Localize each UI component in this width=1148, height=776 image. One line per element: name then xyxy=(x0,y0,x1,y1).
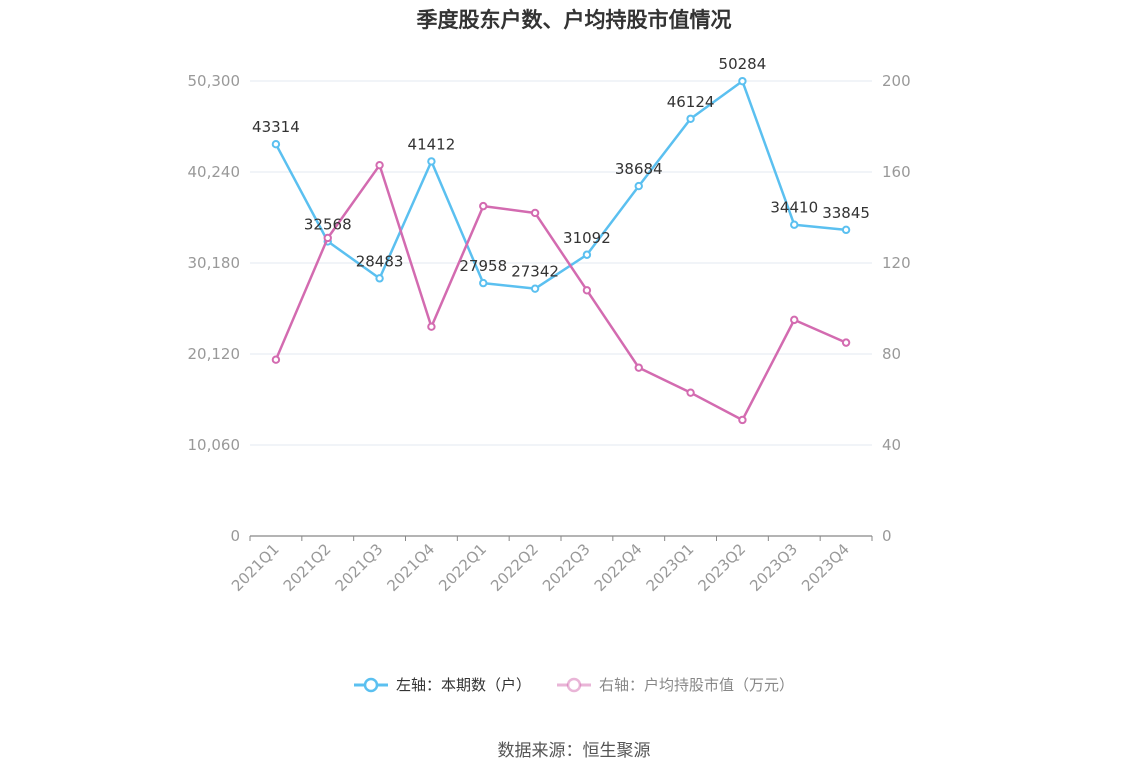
x-axis-category-label: 2021Q4 xyxy=(383,540,438,595)
data-point xyxy=(427,322,436,331)
right-axis-tick-label: 40 xyxy=(882,436,901,454)
legend-item-households[interactable]: 左轴：本期数（户） xyxy=(353,674,531,695)
data-point xyxy=(634,363,643,372)
x-axis-category-label: 2023Q1 xyxy=(643,540,698,595)
data-point xyxy=(479,201,488,211)
right-axis-tick-label: 120 xyxy=(882,254,911,272)
x-axis-category-label: 2022Q4 xyxy=(591,540,646,595)
source-note: 数据来源：恒生聚源 xyxy=(497,741,651,761)
data-label: 32568 xyxy=(304,215,352,233)
chart-title: 季度股东户数、户均持股市值情况 xyxy=(416,8,732,32)
x-axis-category-label: 2022Q1 xyxy=(435,540,490,595)
data-point xyxy=(738,415,747,425)
data-label: 41412 xyxy=(408,135,456,153)
data-point xyxy=(479,278,488,288)
data-point xyxy=(427,157,436,166)
data-label: 34410 xyxy=(770,199,818,217)
data-point xyxy=(686,114,695,123)
legend-line-circle-icon xyxy=(353,677,388,692)
grid-lines xyxy=(250,80,872,446)
left-axis-tick-label: 30,180 xyxy=(188,254,241,272)
data-label: 50284 xyxy=(719,55,767,73)
x-axis-category-label: 2021Q2 xyxy=(280,540,335,595)
left-axis-tick-label: 10,060 xyxy=(188,436,241,454)
x-axis-category-label: 2021Q1 xyxy=(228,540,283,595)
data-label: 33845 xyxy=(822,204,870,222)
data-label: 31092 xyxy=(563,229,611,247)
x-axis-category-label: 2023Q2 xyxy=(694,540,749,595)
data-label: 46124 xyxy=(667,93,715,111)
data-point xyxy=(790,220,799,229)
data-label: 28483 xyxy=(356,252,404,270)
legend: 左轴：本期数（户） 右轴：户均持股市值（万元） xyxy=(0,674,1148,695)
data-point xyxy=(530,284,540,293)
data-point xyxy=(841,338,851,347)
legend-line-circle-icon xyxy=(557,677,591,692)
data-point xyxy=(271,139,281,149)
data-point xyxy=(738,76,747,86)
x-axis-category-label: 2022Q2 xyxy=(487,540,542,595)
right-axis-tick-label: 0 xyxy=(882,527,892,545)
data-label: 27958 xyxy=(459,257,507,275)
data-point xyxy=(686,388,695,397)
data-point xyxy=(323,233,332,243)
right-axis-tick-label: 80 xyxy=(882,345,901,363)
left-axis-tick-label: 50,300 xyxy=(188,72,241,90)
data-label: 43314 xyxy=(252,118,300,136)
line-chart: 0 10,060 20,120 30,180 40,240 50,300 0 40 80 120 1… xyxy=(188,55,911,595)
data-point xyxy=(530,208,540,218)
x-axis-category-label: 2021Q3 xyxy=(332,540,387,595)
x-axis-category-label: 2022Q3 xyxy=(539,540,594,595)
data-label: 27342 xyxy=(511,263,559,281)
x-axis-category-label: 2023Q3 xyxy=(746,540,801,595)
right-axis-tick-label: 160 xyxy=(882,163,911,181)
data-label: 38684 xyxy=(615,160,663,178)
legend-label-avg-holding-value: 右轴：户均持股市值（万元） xyxy=(599,676,795,694)
left-axis-tick-label: 0 xyxy=(230,527,240,545)
data-point xyxy=(582,250,592,259)
legend-label-households: 左轴：本期数（户） xyxy=(395,676,531,694)
series-line-1 xyxy=(274,163,847,422)
data-point xyxy=(790,315,799,325)
left-axis-tick-label: 20,120 xyxy=(188,345,241,363)
left-axis-tick-label: 40,240 xyxy=(188,163,241,181)
data-point xyxy=(841,225,851,235)
right-axis-tick-label: 200 xyxy=(882,72,911,90)
data-point xyxy=(582,286,592,295)
data-point xyxy=(634,181,643,191)
legend-item-avg-holding-value[interactable]: 右轴：户均持股市值（万元） xyxy=(557,674,794,695)
data-point xyxy=(271,355,281,364)
series-line-0 xyxy=(274,79,847,290)
x-axis-category-label: 2023Q4 xyxy=(798,540,853,595)
data-point xyxy=(375,160,384,170)
axes: 0 10,060 20,120 30,180 40,240 50,300 0 40 80 120 1… xyxy=(188,72,911,595)
series-lines xyxy=(271,76,851,425)
data-point xyxy=(375,274,384,283)
